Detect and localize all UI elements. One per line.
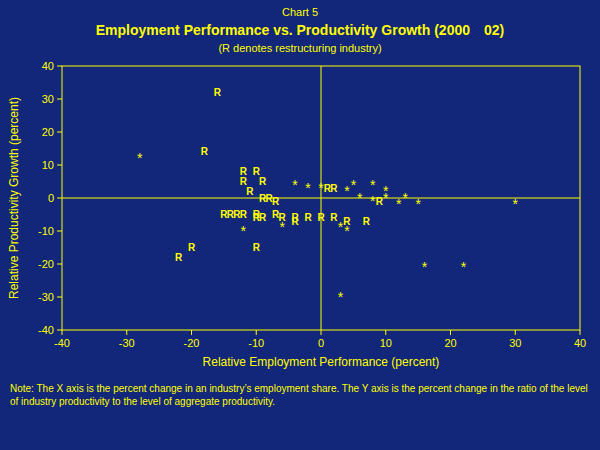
x-tick-label: 20 <box>444 337 456 349</box>
point: * <box>241 223 247 239</box>
point: R <box>246 186 254 197</box>
title: Employment Performance vs. Productivity … <box>96 22 504 38</box>
zero-line-y <box>321 66 322 330</box>
point: * <box>422 259 428 275</box>
x-tick-label: -10 <box>248 337 264 349</box>
x-tick <box>450 330 451 335</box>
y-tick-label: 20 <box>42 126 54 138</box>
y-axis-label: Relative Productivity Growth (percent) <box>7 97 21 299</box>
x-tick <box>580 330 581 335</box>
point: R <box>259 212 267 223</box>
y-tick <box>57 99 62 100</box>
point: * <box>370 177 376 193</box>
point: R <box>272 196 280 207</box>
point: * <box>279 219 285 235</box>
point: R <box>175 252 183 263</box>
x-tick-label: -40 <box>54 337 70 349</box>
y-tick <box>57 132 62 133</box>
x-tick <box>385 330 386 335</box>
y-tick <box>57 198 62 199</box>
note-line: Note: The X axis is the percent change i… <box>10 383 588 394</box>
point: R <box>330 183 338 194</box>
point: R <box>188 242 196 253</box>
point: R <box>259 176 267 187</box>
point: * <box>292 177 298 193</box>
y-tick-label: -20 <box>38 258 54 270</box>
point: * <box>396 196 402 212</box>
y-tick <box>57 297 62 298</box>
point: * <box>461 259 467 275</box>
x-tick <box>62 330 63 335</box>
x-tick <box>321 330 322 335</box>
plot-frame <box>62 66 580 330</box>
chart: Chart 5 Employment Performance vs. Produc… <box>0 0 600 450</box>
point: * <box>357 190 363 206</box>
y-tick-label: 0 <box>48 192 54 204</box>
x-tick-label: 40 <box>574 337 586 349</box>
note-line: of industry productivity to the level of… <box>10 396 275 407</box>
y-tick-label: 40 <box>42 60 54 72</box>
point: R <box>317 212 325 223</box>
x-tick-label: -20 <box>184 337 200 349</box>
y-tick <box>57 231 62 232</box>
x-tick-label: 30 <box>509 337 521 349</box>
note: Note: The X axis is the percent change i… <box>10 383 588 407</box>
point: * <box>370 193 376 209</box>
plot-area: RRRRRRRRRRRRRRRRRRRRRRRRRRRRRRRR********… <box>62 66 580 330</box>
x-tick <box>126 330 127 335</box>
y-tick-label: -40 <box>38 324 54 336</box>
point: * <box>344 183 350 199</box>
point: R <box>363 216 371 227</box>
chart-label: Chart 5 <box>282 6 318 18</box>
point: * <box>137 150 143 166</box>
point: * <box>338 219 344 235</box>
point: R <box>253 242 261 253</box>
point: R <box>240 209 248 220</box>
y-tick-label: -30 <box>38 291 54 303</box>
x-tick <box>515 330 516 335</box>
point: * <box>402 190 408 206</box>
y-tick-label: -10 <box>38 225 54 237</box>
subtitle: (R denotes restructuring industry) <box>218 42 381 54</box>
y-tick <box>57 165 62 166</box>
x-tick-label: -30 <box>119 337 135 349</box>
point: * <box>383 190 389 206</box>
point: * <box>305 180 311 196</box>
point: R <box>214 87 222 98</box>
point: * <box>318 180 324 196</box>
x-axis-label: Relative Employment Performance (percent… <box>203 355 440 369</box>
background <box>0 0 600 450</box>
x-tick <box>191 330 192 335</box>
x-tick-label: 10 <box>380 337 392 349</box>
point: R <box>201 146 209 157</box>
point: * <box>344 223 350 239</box>
y-tick <box>57 264 62 265</box>
y-tick <box>57 66 62 67</box>
y-tick-label: 10 <box>42 159 54 171</box>
y-tick-label: 30 <box>42 93 54 105</box>
point: * <box>415 196 421 212</box>
x-tick-label: 0 <box>318 337 324 349</box>
point: R <box>291 216 299 227</box>
point: * <box>338 289 344 305</box>
x-tick <box>256 330 257 335</box>
point: * <box>513 196 519 212</box>
y-tick <box>57 330 62 331</box>
point: R <box>304 212 312 223</box>
point: * <box>351 177 357 193</box>
